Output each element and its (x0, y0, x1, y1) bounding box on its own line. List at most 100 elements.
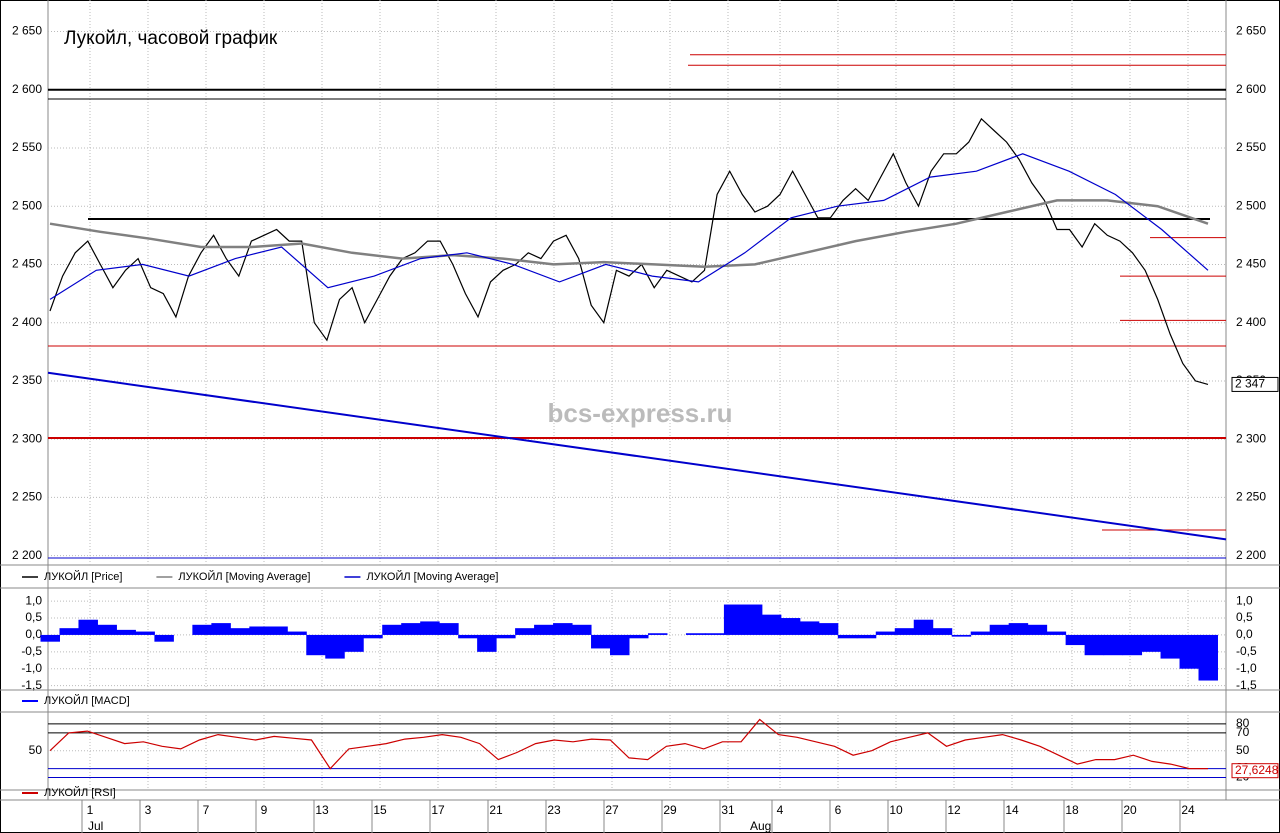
macd-bar (989, 624, 1010, 635)
macd-bar (913, 619, 934, 635)
macd-bar (610, 634, 630, 656)
y-tick-label: -1,5 (21, 678, 42, 692)
macd-bar (723, 604, 744, 635)
x-tick-label: 21 (489, 803, 503, 817)
x-tick-label: 9 (261, 803, 268, 817)
macd-bar (420, 621, 440, 635)
macd-bar (685, 633, 706, 635)
macd-bar (932, 628, 953, 635)
macd-bar (515, 628, 535, 635)
x-tick-label: 15 (373, 803, 387, 817)
series-line (49, 199, 1209, 269)
macd-bar (780, 618, 801, 635)
legend-label: ЛУКОЙЛ [Moving Average] (178, 570, 310, 583)
y2-tick-label: 50 (1236, 743, 1250, 757)
x-tick-label: 1 (87, 803, 94, 817)
y2-tick-label: 70 (1236, 725, 1250, 739)
x-tick-label: 12 (947, 803, 961, 817)
y-tick-label-right: 1,0 (1236, 593, 1253, 607)
x-tick-label: 29 (663, 803, 677, 817)
x-tick-label: 24 (1181, 803, 1195, 817)
macd-bar (97, 624, 117, 635)
y-tick-label-right: 0,5 (1236, 610, 1253, 624)
macd-bar (1198, 634, 1218, 681)
macd-bar (401, 623, 421, 635)
series-line (49, 718, 1208, 770)
macd-bar (1027, 624, 1048, 635)
last-value-label: 2 347 (1235, 377, 1265, 391)
macd-bar (306, 634, 326, 656)
y-tick-label-right: -1,0 (1236, 661, 1257, 675)
macd-bar (1122, 634, 1143, 656)
y-tick-label-right: 2 400 (1236, 315, 1266, 329)
legend-label: ЛУКОЙЛ [MACD] (44, 694, 130, 707)
y-tick-label: 2 650 (12, 24, 42, 38)
y-tick-label: 2 400 (12, 315, 42, 329)
y-tick-label: 50 (29, 743, 43, 757)
macd-bar (78, 619, 98, 635)
macd-bar (439, 623, 459, 635)
macd-bar (553, 623, 573, 635)
macd-bar (1141, 634, 1162, 652)
last-value-box (1231, 763, 1279, 779)
y-tick-label: 2 450 (12, 257, 42, 271)
macd-bar (344, 634, 364, 652)
macd-bar (818, 623, 839, 635)
macd-bar (249, 626, 269, 635)
legend-label: ЛУКОЙЛ [Price] (44, 570, 122, 583)
y-tick-label: 2 200 (12, 548, 42, 562)
y-tick-label: 2 350 (12, 373, 42, 387)
macd-bar (59, 628, 79, 635)
macd-bar (799, 621, 820, 635)
y-tick-label: 2 250 (12, 490, 42, 504)
macd-bar (742, 604, 763, 635)
macd-bar (856, 634, 877, 639)
x-tick-label: 27 (605, 803, 619, 817)
macd-bar (1179, 634, 1200, 669)
macd-bar (647, 633, 668, 635)
y-tick-label-right: 2 500 (1236, 198, 1266, 212)
macd-bar (268, 626, 288, 635)
macd-bar (894, 628, 915, 635)
x-tick-label: 17 (431, 803, 445, 817)
macd-bar (837, 634, 858, 639)
y-tick-label-right: 2 650 (1236, 24, 1266, 38)
macd-bar (287, 631, 307, 635)
macd-bar (135, 631, 155, 635)
legend-label: ЛУКОЙЛ [RSI] (44, 786, 116, 799)
y-tick-label-right: 2 600 (1236, 82, 1266, 96)
x-tick-label: 20 (1123, 803, 1137, 817)
macd-bar (1103, 634, 1124, 656)
y-tick-label-right: 2 200 (1236, 548, 1266, 562)
macd-bar (1084, 634, 1105, 656)
last-value-box (1231, 376, 1279, 392)
macd-bar (704, 633, 725, 635)
macd-bar (154, 634, 174, 642)
last-value-label: 27,6248 (1235, 763, 1279, 777)
macd-bar (363, 634, 383, 639)
macd-bar (1046, 631, 1067, 635)
macd-bar (496, 634, 516, 639)
y-tick-label: 0,5 (25, 610, 42, 624)
macd-bar (951, 634, 972, 637)
macd-bar (1008, 623, 1029, 635)
macd-bar (629, 634, 649, 639)
macd-bar (534, 624, 554, 635)
macd-bar (591, 634, 611, 649)
y-tick-label-right: 2 550 (1236, 140, 1266, 154)
x-tick-label: 6 (835, 803, 842, 817)
y-tick-label: 0,0 (25, 627, 42, 641)
macd-bar (970, 631, 991, 635)
y-tick-label: 2 300 (12, 431, 42, 445)
macd-bar (1065, 634, 1086, 646)
macd-bar (192, 624, 212, 635)
x-tick-label: 23 (547, 803, 561, 817)
macd-bar (40, 634, 60, 642)
macd-bar (230, 628, 250, 635)
trend-line (47, 371, 1227, 541)
macd-bar (572, 624, 592, 635)
series-line (49, 117, 1209, 385)
watermark: bcs-express.ru (548, 398, 733, 428)
macd-bar (761, 614, 782, 635)
macd-bar (211, 623, 231, 635)
